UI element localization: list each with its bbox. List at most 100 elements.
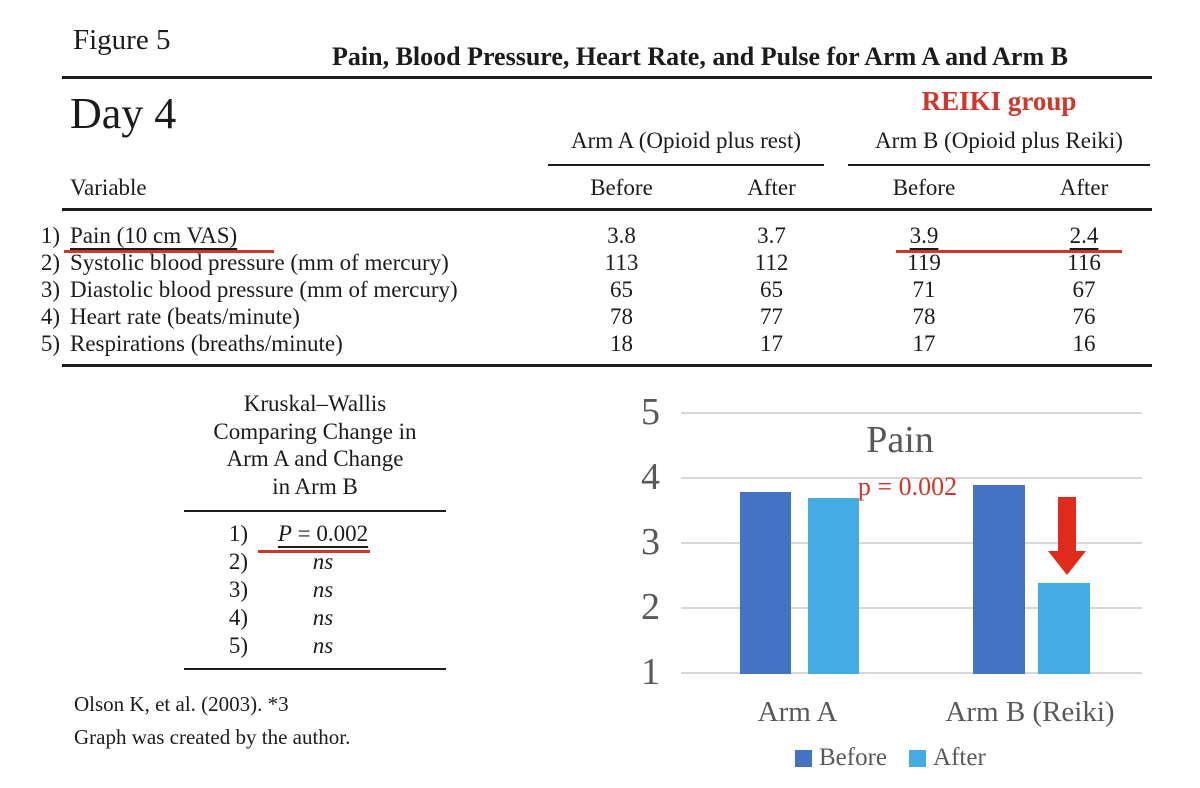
after-swatch-icon — [909, 749, 927, 767]
stats-title-line: Comparing Change in — [213, 418, 417, 444]
cell-value: 17 — [760, 331, 783, 356]
arm-a-column-header: Arm A (Opioid plus rest) — [548, 128, 824, 166]
col-header-arm-a-after: After — [747, 175, 796, 200]
cell-value: 78 — [912, 304, 936, 329]
row-number: 4) — [40, 304, 60, 329]
cell-value: 3.9 — [909, 223, 939, 248]
table-bottom-divider — [62, 364, 1152, 367]
stat-item-4: 4) ns — [184, 604, 446, 632]
cell-value: 18 — [610, 331, 633, 356]
cell-value: 113 — [604, 250, 639, 275]
cell-value: 3.8 — [607, 223, 636, 248]
y-axis-tick: 3 — [641, 521, 660, 563]
day-label: Day 4 — [70, 89, 177, 138]
y-axis-tick: 5 — [641, 391, 660, 433]
table-row-systolic: 2) Systolic blood pressure (mm of mercur… — [28, 249, 1168, 276]
cell-value: 65 — [760, 277, 783, 302]
x-label-arm-a: Arm A — [757, 696, 838, 728]
row-label: Respirations (breaths/minute) — [70, 331, 343, 356]
cell-value: 78 — [610, 304, 633, 329]
arm-b-column-header: Arm B (Opioid plus Reiki) — [848, 128, 1150, 166]
stat-value: ns — [312, 605, 334, 630]
stats-block: Kruskal–Wallis Comparing Change in Arm A… — [150, 390, 480, 670]
gridline — [681, 412, 1142, 414]
p-symbol: P — [277, 521, 292, 546]
stat-number: 4) — [228, 605, 248, 630]
header-divider — [62, 76, 1152, 79]
y-axis-tick: 1 — [641, 651, 660, 693]
row-number: 2) — [40, 250, 60, 275]
bar-arm-b-after — [1038, 583, 1090, 674]
gridline — [681, 542, 1142, 544]
stat-number: 5) — [228, 633, 248, 658]
cell-value: 3.7 — [757, 223, 786, 248]
bar-arm-b-before — [973, 485, 1025, 674]
row-label: Pain (10 cm VAS) — [70, 223, 238, 248]
bar-arm-a-after — [808, 498, 859, 674]
stats-title-line: Kruskal–Wallis — [243, 391, 387, 416]
plot-area — [681, 412, 1142, 674]
cell-value: 71 — [912, 277, 936, 302]
spacer — [28, 174, 64, 201]
y-axis-tick: 2 — [641, 586, 660, 628]
stat-item-2: 2) ns — [184, 548, 446, 576]
table-row-pain: 1) Pain (10 cm VAS) 3.8 3.7 3.9 2.4 — [28, 222, 1168, 249]
stat-number: 1) — [228, 521, 248, 546]
cell-value: 2.4 — [1069, 223, 1099, 248]
gridline — [681, 672, 1142, 674]
row-label: Heart rate (beats/minute) — [70, 304, 300, 329]
stat-number: 2) — [228, 549, 248, 574]
row-label: Systolic blood pressure (mm of mercury) — [70, 250, 449, 275]
table-subheader-row: Variable Before After Before After — [28, 174, 1168, 201]
gridline — [681, 607, 1142, 609]
variable-header: Variable — [70, 175, 147, 200]
cell-value: 119 — [907, 250, 941, 275]
legend-item-before: Before — [795, 744, 887, 772]
cell-value: 67 — [1072, 277, 1096, 302]
p-value: = 0.002 — [291, 521, 369, 546]
cell-value: 77 — [760, 304, 783, 329]
col-header-arm-b-after: After — [1059, 175, 1109, 200]
figure-title: Pain, Blood Pressure, Heart Rate, and Pu… — [332, 42, 1068, 71]
decrease-arrow-icon — [1048, 497, 1086, 575]
pain-row-red-underline — [64, 250, 274, 253]
col-header-arm-a-before: Before — [590, 175, 653, 200]
cell-value: 76 — [1072, 304, 1096, 329]
cell-value: 16 — [1072, 331, 1096, 356]
legend-item-after: After — [909, 744, 986, 772]
cell-value: 65 — [610, 277, 633, 302]
chart-legend: Before After — [795, 744, 986, 772]
col-header-arm-b-before: Before — [892, 175, 956, 200]
stats-title-line: Arm A and Change — [226, 446, 404, 471]
chart-title: Pain — [866, 419, 934, 461]
arm-b-values-red-underline — [896, 250, 1122, 253]
p-value-annotation: p = 0.002 — [857, 472, 958, 501]
stat-item-1: 1) P = 0.002 — [184, 520, 446, 548]
stats-title-line: in Arm B — [272, 473, 358, 499]
stats-items: 1) P = 0.002 2) ns 3) ns 4) ns 5) ns — [184, 510, 446, 670]
stat-item-3: 3) ns — [184, 576, 446, 604]
bar-arm-a-before — [740, 492, 791, 674]
legend-label: Before — [819, 744, 888, 771]
legend-label: After — [933, 744, 986, 771]
cell-value: 112 — [754, 250, 789, 275]
row-number: 1) — [40, 223, 60, 248]
table-header-divider — [62, 208, 1152, 211]
y-axis-tick: 4 — [641, 456, 660, 498]
author-note: Graph was created by the author. — [74, 725, 351, 749]
table-row-heart-rate: 4) Heart rate (beats/minute) 78 77 78 76 — [28, 303, 1168, 330]
x-label-arm-b: Arm B (Reiki) — [945, 696, 1115, 728]
stat-value: ns — [312, 633, 334, 658]
stat-value: ns — [312, 577, 334, 602]
figure-label: Figure 5 — [73, 24, 171, 56]
stat-number: 3) — [228, 577, 248, 602]
stat-value: ns — [312, 549, 334, 574]
table-row-diastolic: 3) Diastolic blood pressure (mm of mercu… — [28, 276, 1168, 303]
cell-value: 17 — [912, 331, 936, 356]
stat-item-5: 5) ns — [184, 632, 446, 660]
before-swatch-icon — [795, 749, 812, 767]
p-value-red-underline — [258, 550, 370, 553]
reiki-group-label: REIKI group — [921, 86, 1077, 116]
row-number: 5) — [40, 331, 60, 356]
